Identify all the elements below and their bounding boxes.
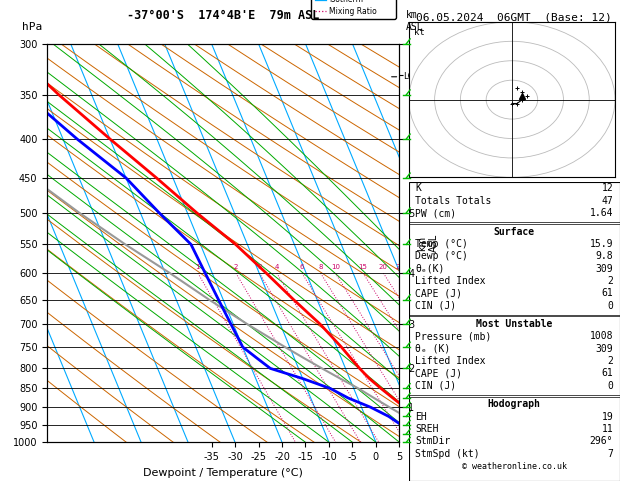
Text: 0: 0 <box>608 301 613 311</box>
Text: 309: 309 <box>596 263 613 274</box>
Text: 296°: 296° <box>590 436 613 446</box>
Text: 25: 25 <box>395 264 404 270</box>
Text: Surface: Surface <box>494 226 535 237</box>
Text: 6: 6 <box>300 264 304 270</box>
Text: 12: 12 <box>601 183 613 193</box>
Text: StmSpd (kt): StmSpd (kt) <box>415 449 480 459</box>
Text: 2: 2 <box>608 356 613 366</box>
Text: 4: 4 <box>275 264 279 270</box>
Text: θₑ (K): θₑ (K) <box>415 344 450 354</box>
Text: Lifted Index: Lifted Index <box>415 276 486 286</box>
Text: 8: 8 <box>318 264 323 270</box>
Text: Pressure (mb): Pressure (mb) <box>415 331 491 342</box>
Text: 0: 0 <box>608 381 613 391</box>
Text: Temp (°C): Temp (°C) <box>415 239 468 249</box>
Text: -37°00'S  174°4B'E  79m ASL: -37°00'S 174°4B'E 79m ASL <box>127 9 320 22</box>
Text: 61: 61 <box>601 368 613 379</box>
Text: CAPE (J): CAPE (J) <box>415 288 462 298</box>
Text: 7: 7 <box>608 449 613 459</box>
Text: Dewp (°C): Dewp (°C) <box>415 251 468 261</box>
Text: kt: kt <box>414 28 425 37</box>
Text: 1: 1 <box>196 264 200 270</box>
Text: 15: 15 <box>359 264 367 270</box>
Text: CIN (J): CIN (J) <box>415 301 456 311</box>
Text: © weatheronline.co.uk: © weatheronline.co.uk <box>462 462 567 470</box>
Text: θₑ(K): θₑ(K) <box>415 263 445 274</box>
Text: Lifted Index: Lifted Index <box>415 356 486 366</box>
Text: 47: 47 <box>601 196 613 206</box>
Legend: Temperature, Dewpoint, Parcel Trajectory, Dry Adiabat, Wet Adiabat, Isotherm, Mi: Temperature, Dewpoint, Parcel Trajectory… <box>311 0 396 19</box>
Text: CIN (J): CIN (J) <box>415 381 456 391</box>
Text: StmDir: StmDir <box>415 436 450 446</box>
Text: 11: 11 <box>601 424 613 434</box>
Text: 61: 61 <box>601 288 613 298</box>
Text: 2: 2 <box>234 264 238 270</box>
Text: Hodograph: Hodograph <box>487 399 541 409</box>
Text: SREH: SREH <box>415 424 438 434</box>
Text: 1.64: 1.64 <box>590 208 613 218</box>
Text: 1008: 1008 <box>590 331 613 342</box>
Text: LCL: LCL <box>403 72 418 81</box>
Text: 2: 2 <box>608 276 613 286</box>
Text: CAPE (J): CAPE (J) <box>415 368 462 379</box>
Text: Totals Totals: Totals Totals <box>415 196 491 206</box>
Text: 20: 20 <box>379 264 388 270</box>
Y-axis label: km
ASL: km ASL <box>418 234 439 252</box>
Text: 19: 19 <box>601 412 613 422</box>
Text: 06.05.2024  06GMT  (Base: 12): 06.05.2024 06GMT (Base: 12) <box>416 12 612 22</box>
Text: 10: 10 <box>331 264 340 270</box>
Text: hPa: hPa <box>22 21 42 32</box>
Text: PW (cm): PW (cm) <box>415 208 456 218</box>
Text: 309: 309 <box>596 344 613 354</box>
Text: Most Unstable: Most Unstable <box>476 319 552 329</box>
Text: EH: EH <box>415 412 427 422</box>
X-axis label: Dewpoint / Temperature (°C): Dewpoint / Temperature (°C) <box>143 468 303 478</box>
Text: 15.9: 15.9 <box>590 239 613 249</box>
Text: km
ASL: km ASL <box>406 10 423 32</box>
Text: 9.8: 9.8 <box>596 251 613 261</box>
Text: K: K <box>415 183 421 193</box>
Text: 3: 3 <box>257 264 262 270</box>
